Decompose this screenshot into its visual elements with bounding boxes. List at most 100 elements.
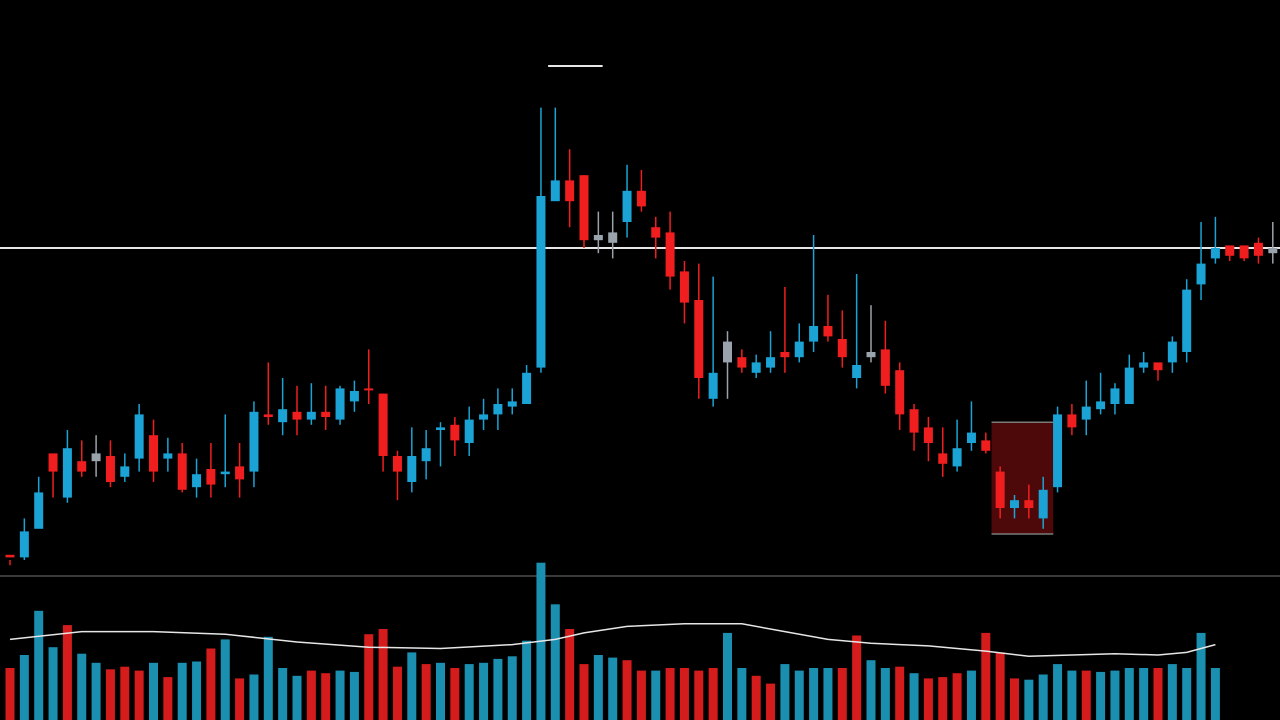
volume-bar <box>909 673 919 720</box>
candle-body <box>1153 362 1163 371</box>
candle-body <box>1067 414 1077 428</box>
volume-bar <box>278 668 288 720</box>
volume-bar <box>1196 632 1206 720</box>
candle-body <box>636 190 646 207</box>
candle-body <box>134 414 144 459</box>
candle <box>679 261 689 324</box>
candle <box>636 170 646 212</box>
candle-body <box>507 401 517 407</box>
volume-bar <box>966 670 976 720</box>
candle-body <box>91 453 101 462</box>
candle-body <box>1239 245 1249 259</box>
candle <box>909 404 919 451</box>
candle-body <box>550 180 560 202</box>
candle <box>134 404 144 472</box>
candle-body <box>364 388 374 391</box>
candle-body <box>306 411 316 420</box>
candle <box>364 349 374 404</box>
volume-bar <box>62 625 72 720</box>
volume-bar <box>349 671 359 720</box>
candle-body <box>1124 367 1134 404</box>
candle-body <box>909 409 919 433</box>
volume-bar <box>450 668 460 720</box>
volume-bar <box>780 664 790 720</box>
candle-body <box>436 427 445 430</box>
candle <box>1153 362 1163 381</box>
candle-body <box>751 362 761 373</box>
candle <box>766 331 776 373</box>
volume-bar <box>1167 664 1177 720</box>
volume-bar <box>923 678 933 720</box>
volume-bar <box>522 640 532 720</box>
candle <box>780 287 790 373</box>
candle-body <box>579 175 589 241</box>
candle-body <box>206 469 216 485</box>
volume-bar <box>34 610 44 720</box>
candle-body <box>723 341 732 363</box>
volume-bar <box>1153 668 1163 720</box>
candle <box>249 401 259 488</box>
volume-bar <box>608 657 618 720</box>
candle <box>177 443 187 493</box>
volume-bar <box>149 662 158 720</box>
candle-body <box>981 440 991 451</box>
candle-body <box>249 411 259 472</box>
candle <box>149 419 158 482</box>
candle-body <box>1196 263 1206 285</box>
volume-bar <box>91 662 101 720</box>
candle-body <box>665 232 675 277</box>
volume-bar <box>364 634 374 720</box>
candle-body <box>809 326 819 342</box>
candle <box>1096 372 1106 415</box>
candle-body <box>349 391 359 402</box>
volume-bar <box>952 673 962 720</box>
candle <box>608 211 618 259</box>
candle <box>120 453 130 482</box>
candle <box>1239 245 1249 261</box>
candle <box>651 216 661 259</box>
candle-body <box>593 235 603 241</box>
candle-body <box>1225 245 1235 256</box>
candle <box>192 458 202 498</box>
candle <box>837 310 847 368</box>
candle-body <box>62 448 72 498</box>
candle <box>306 383 316 425</box>
candle <box>349 380 359 412</box>
volume-bar <box>636 670 646 720</box>
candle <box>1225 245 1235 261</box>
candle-body <box>1038 489 1048 519</box>
volume-bar <box>1110 670 1120 720</box>
volume-bar <box>192 661 202 720</box>
candle-body <box>407 456 417 482</box>
candle <box>91 435 101 477</box>
candle <box>34 476 44 529</box>
candle <box>852 274 862 389</box>
candle <box>335 385 345 425</box>
volume-bar <box>981 632 991 720</box>
candle-body <box>522 372 532 404</box>
candle-body <box>149 435 158 472</box>
candle <box>723 331 732 399</box>
volume-bar <box>335 670 345 720</box>
volume-bar <box>837 668 847 720</box>
volume-bar <box>407 652 417 720</box>
volume-bar <box>579 664 589 720</box>
candle <box>235 443 245 498</box>
candle-body <box>1210 248 1220 259</box>
candle-body <box>651 227 661 238</box>
candle <box>1268 222 1278 264</box>
volume-bar <box>665 668 675 720</box>
candle-body <box>565 180 575 202</box>
volume-bar <box>550 604 560 720</box>
candle-body <box>450 424 460 441</box>
volume-bar <box>464 664 474 720</box>
candle <box>464 406 474 456</box>
candle-body <box>866 352 876 358</box>
volume-bar <box>938 677 948 720</box>
volume-bar <box>651 670 661 720</box>
volume-bar <box>5 668 15 720</box>
candle <box>1182 279 1192 363</box>
candle <box>923 417 933 462</box>
candle-body <box>19 531 29 558</box>
candle-body <box>392 456 402 472</box>
